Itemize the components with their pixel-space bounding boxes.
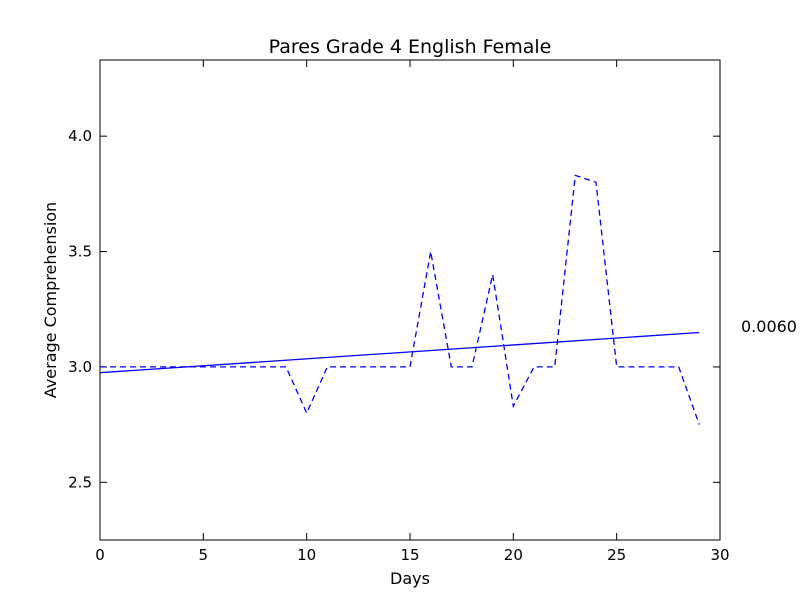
x-axis: 0 5 10 15 20 25 30 (95, 60, 730, 564)
y-tick-label: 3.5 (68, 243, 92, 261)
y-axis: 2.5 3.0 3.5 4.0 (68, 127, 720, 491)
y-tick-label: 2.5 (68, 473, 92, 491)
trend-line (99, 331, 700, 374)
x-tick-label: 20 (504, 546, 523, 564)
x-tick-label: 15 (400, 546, 419, 564)
y-tick-label: 3.0 (68, 358, 92, 376)
y-tick-label: 4.0 (68, 127, 92, 145)
x-tick-label: 30 (710, 546, 729, 564)
x-tick-label: 10 (297, 546, 316, 564)
plot-frame (99, 59, 721, 541)
series-layer (99, 174, 700, 425)
chart-title: Pares Grade 4 English Female (269, 36, 552, 58)
slope-annotation: 0.0060 (741, 317, 797, 336)
series-dashed-line (100, 174, 700, 425)
y-axis-label: Average Comprehension (41, 202, 60, 398)
x-tick-label: 25 (607, 546, 626, 564)
x-tick-label: 5 (199, 546, 209, 564)
x-tick-label: 0 (95, 546, 105, 564)
x-axis-label: Days (390, 569, 430, 588)
